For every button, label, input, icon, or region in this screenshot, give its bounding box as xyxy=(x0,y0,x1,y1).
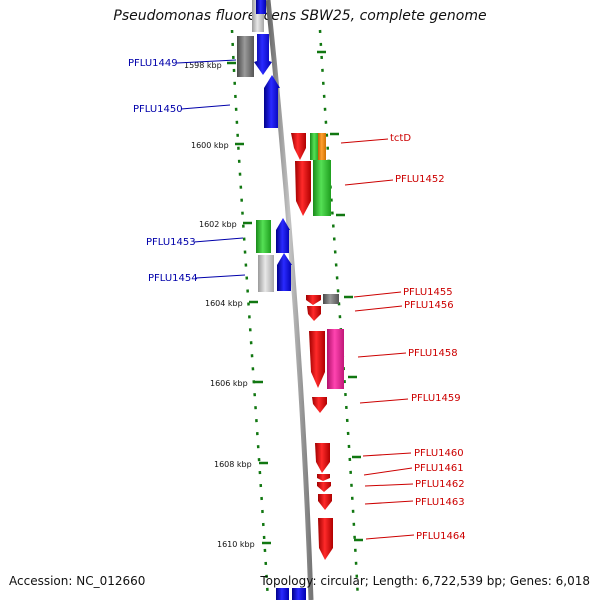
green-feature-tctd[interactable] xyxy=(310,133,319,160)
gene-arrow-pflu1462[interactable] xyxy=(317,482,331,492)
leader-pflu1458 xyxy=(357,352,407,358)
green-feature-1453[interactable] xyxy=(256,220,271,253)
leader-tctd xyxy=(340,138,389,144)
leader-pflu1455 xyxy=(353,291,402,298)
label-tctd[interactable]: tctD xyxy=(390,133,411,144)
label-pflu1452[interactable]: PFLU1452 xyxy=(395,174,445,185)
bottom-partial-blue-feature-2[interactable] xyxy=(292,588,306,600)
label-pflu1463[interactable]: PFLU1463 xyxy=(415,497,465,508)
leader-pflu1459 xyxy=(359,398,409,404)
gene-arrow-tctd[interactable] xyxy=(291,133,306,160)
leader-pflu1460 xyxy=(362,452,412,457)
leader-pflu1450 xyxy=(180,104,231,110)
reverse-strand-features xyxy=(291,133,344,560)
label-pflu1458[interactable]: PFLU1458 xyxy=(408,348,458,359)
scale-label-1606: 1606 kbp xyxy=(210,379,248,388)
leader-pflu1453 xyxy=(193,237,244,243)
gray-feature-1[interactable] xyxy=(237,36,254,77)
light-feature-1454[interactable] xyxy=(258,255,274,292)
major-ticks xyxy=(227,50,363,545)
scale-label-1604: 1604 kbp xyxy=(205,299,243,308)
leader-pflu1461 xyxy=(363,467,413,476)
label-pflu1450[interactable]: PFLU1450 xyxy=(133,104,183,115)
gene-arrow-pflu1459[interactable] xyxy=(312,397,327,413)
forward-strand-features xyxy=(237,0,306,600)
map-title: Pseudomonas fluorescens SBW25, complete … xyxy=(113,8,487,24)
right-gene-labels: tctD PFLU1452 PFLU1455 PFLU1456 PFLU1458… xyxy=(340,133,466,542)
genome-summary-label: Topology: circular; Length: 6,722,539 bp… xyxy=(260,574,590,588)
green-feature-1452[interactable] xyxy=(313,160,331,216)
label-pflu1459[interactable]: PFLU1459 xyxy=(411,393,461,404)
leader-pflu1464 xyxy=(365,534,415,540)
scale-label-1598: 1598 kbp xyxy=(184,61,222,70)
gene-arrow-pflu1463[interactable] xyxy=(318,494,332,510)
gene-arrow-pflu1450[interactable] xyxy=(264,75,280,128)
gene-arrow-pflu1460[interactable] xyxy=(315,443,330,473)
gene-arrow-pflu1453[interactable] xyxy=(276,218,290,253)
gene-arrow-pflu1458[interactable] xyxy=(309,331,325,388)
label-pflu1464[interactable]: PFLU1464 xyxy=(416,531,466,542)
leader-pflu1449 xyxy=(176,59,237,64)
gene-arrow-pflu1449[interactable] xyxy=(254,34,272,75)
gene-arrow-pflu1456[interactable] xyxy=(307,306,321,321)
bottom-partial-blue-feature-1[interactable] xyxy=(276,588,289,600)
label-pflu1461[interactable]: PFLU1461 xyxy=(414,463,464,474)
label-pflu1462[interactable]: PFLU1462 xyxy=(415,479,465,490)
label-pflu1454[interactable]: PFLU1454 xyxy=(148,273,198,284)
gene-arrow-pflu1455[interactable] xyxy=(306,295,321,305)
label-pflu1456[interactable]: PFLU1456 xyxy=(404,300,454,311)
leader-pflu1454 xyxy=(195,274,246,279)
label-pflu1453[interactable]: PFLU1453 xyxy=(146,237,196,248)
top-partial-blue-feature[interactable] xyxy=(256,0,266,14)
scale-label-1608: 1608 kbp xyxy=(214,460,252,469)
left-gene-labels: PFLU1449 PFLU1450 PFLU1453 PFLU1454 xyxy=(128,58,246,284)
gene-arrow-pflu1461[interactable] xyxy=(317,474,330,481)
pink-feature-1458[interactable] xyxy=(327,329,344,389)
accession-label: Accession: NC_012660 xyxy=(9,574,146,588)
scale-label-1610: 1610 kbp xyxy=(217,540,255,549)
gene-arrow-pflu1454[interactable] xyxy=(277,253,292,291)
scale-label-1600: 1600 kbp xyxy=(191,141,229,150)
leader-pflu1452 xyxy=(344,179,394,186)
scale-label-1602: 1602 kbp xyxy=(199,220,237,229)
leader-pflu1456 xyxy=(354,305,403,312)
gene-arrow-pflu1464[interactable] xyxy=(318,518,333,560)
label-pflu1455[interactable]: PFLU1455 xyxy=(403,287,453,298)
label-pflu1460[interactable]: PFLU1460 xyxy=(414,448,464,459)
gene-arrow-pflu1452[interactable] xyxy=(295,161,311,216)
gray-feature-1455[interactable] xyxy=(323,294,339,304)
label-pflu1449[interactable]: PFLU1449 xyxy=(128,58,178,69)
leader-pflu1462 xyxy=(364,483,414,487)
orange-feature-tctd[interactable] xyxy=(318,133,326,160)
leader-pflu1463 xyxy=(364,500,414,505)
